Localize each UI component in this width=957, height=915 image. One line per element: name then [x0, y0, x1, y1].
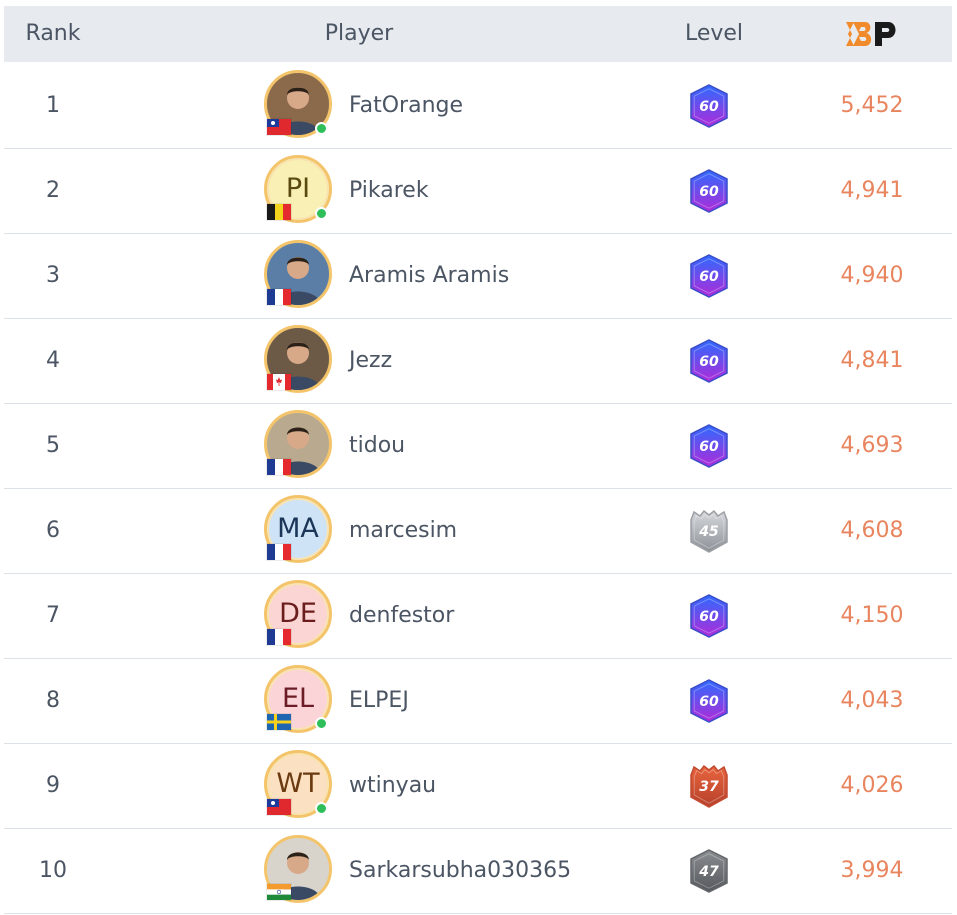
- france-flag-icon: [267, 544, 291, 560]
- table-row[interactable]: 6 MA marcesim 45 4,608: [4, 488, 952, 574]
- rank-cell: 8: [46, 688, 60, 713]
- level-number: 60: [699, 269, 719, 285]
- player-name[interactable]: marcesim: [349, 518, 458, 543]
- level-badge-icon: 60: [688, 338, 730, 384]
- level-number: 60: [699, 354, 719, 370]
- player-column-header: Player: [324, 21, 394, 46]
- level-column-header: Level: [684, 21, 744, 46]
- avatar-initials: MA: [277, 513, 319, 544]
- level-badge-icon: 60: [688, 678, 730, 724]
- rank-cell: 3: [46, 263, 60, 288]
- level-badge-icon: 47: [688, 848, 730, 894]
- level-number: 60: [699, 99, 719, 115]
- level-number: 60: [699, 184, 719, 200]
- player-name[interactable]: ELPEJ: [349, 688, 409, 713]
- bp-points: 4,940: [840, 263, 904, 288]
- rank-cell: 10: [39, 858, 67, 883]
- online-status-dot: [315, 802, 328, 815]
- avatar-initials: PI: [285, 173, 311, 204]
- avatar-initials: DE: [279, 598, 317, 629]
- taiwan-flag-icon: [267, 799, 291, 815]
- rank-cell: 5: [46, 433, 60, 458]
- online-status-dot: [315, 207, 328, 220]
- level-number: 37: [699, 779, 719, 795]
- bp-points: 5,452: [840, 93, 904, 118]
- rank-cell: 1: [46, 93, 60, 118]
- rank-column-header: Rank: [25, 21, 81, 46]
- rank-cell: 6: [46, 518, 60, 543]
- table-row[interactable]: 5 tidou 60 4,693: [4, 403, 952, 489]
- sweden-flag-icon: [267, 714, 291, 730]
- bp-points: 4,941: [840, 178, 904, 203]
- table-row[interactable]: 2 PI Pikarek 60 4,941: [4, 148, 952, 234]
- table-header: Rank Player Level: [4, 6, 952, 62]
- player-name[interactable]: Pikarek: [349, 178, 429, 203]
- leaderboard: Rank Player Level 1 FatOrange 60 5,452 2 PI Pi…: [4, 6, 952, 914]
- rank-cell: 9: [46, 773, 60, 798]
- table-row[interactable]: 4 Jezz 60 4,841: [4, 318, 952, 404]
- avatar-initials: EL: [281, 683, 315, 714]
- level-badge-icon: 60: [688, 83, 730, 129]
- level-number: 60: [699, 609, 719, 625]
- player-name[interactable]: tidou: [349, 433, 406, 458]
- level-number: 45: [698, 524, 719, 540]
- rank-cell: 2: [46, 178, 60, 203]
- level-badge-icon: 60: [688, 423, 730, 469]
- level-badge-icon: 60: [688, 593, 730, 639]
- table-row[interactable]: 9 WT wtinyau 37 4,026: [4, 743, 952, 829]
- bp-points: 4,693: [840, 433, 904, 458]
- bp-points: 4,043: [840, 688, 904, 713]
- bp-points: 4,150: [840, 603, 904, 628]
- france-flag-icon: [267, 289, 291, 305]
- online-status-dot: [315, 717, 328, 730]
- avatar[interactable]: DE: [264, 580, 332, 648]
- bp-logo-icon: [844, 19, 902, 49]
- bp-points: 3,994: [840, 858, 904, 883]
- taiwan-flag-icon: [267, 119, 291, 135]
- avatar[interactable]: MA: [264, 495, 332, 563]
- bp-points: 4,026: [840, 773, 904, 798]
- level-number: 47: [698, 864, 719, 880]
- rank-cell: 7: [46, 603, 60, 628]
- player-name[interactable]: Aramis Aramis: [349, 263, 510, 288]
- level-badge-icon: 60: [688, 253, 730, 299]
- player-name[interactable]: wtinyau: [349, 773, 437, 798]
- table-row[interactable]: 1 FatOrange 60 5,452: [4, 63, 952, 149]
- level-badge-icon: 60: [688, 168, 730, 214]
- france-flag-icon: [267, 629, 291, 645]
- level-badge-icon: 45: [688, 508, 730, 554]
- player-name[interactable]: Sarkarsubha030365: [349, 858, 572, 883]
- level-number: 60: [699, 439, 719, 455]
- online-status-dot: [315, 122, 328, 135]
- canada-flag-icon: [267, 374, 291, 390]
- rank-cell: 4: [46, 348, 60, 373]
- bp-points: 4,608: [840, 518, 904, 543]
- avatar-initials: WT: [276, 768, 320, 799]
- player-name[interactable]: denfestor: [349, 603, 455, 628]
- level-badge-icon: 37: [688, 763, 730, 809]
- bp-points: 4,841: [840, 348, 904, 373]
- belgium-flag-icon: [267, 204, 291, 220]
- france-flag-icon: [267, 459, 291, 475]
- level-number: 60: [699, 694, 719, 710]
- table-row[interactable]: 10 Sarkarsubha030365 47 3,994: [4, 828, 952, 914]
- table-row[interactable]: 8 EL ELPEJ 60 4,043: [4, 658, 952, 744]
- table-row[interactable]: 3 Aramis Aramis 60 4,940: [4, 233, 952, 319]
- player-name[interactable]: Jezz: [349, 348, 393, 373]
- player-name[interactable]: FatOrange: [349, 93, 464, 118]
- table-row[interactable]: 7 DE denfestor 60 4,150: [4, 573, 952, 659]
- india-flag-icon: [267, 884, 291, 900]
